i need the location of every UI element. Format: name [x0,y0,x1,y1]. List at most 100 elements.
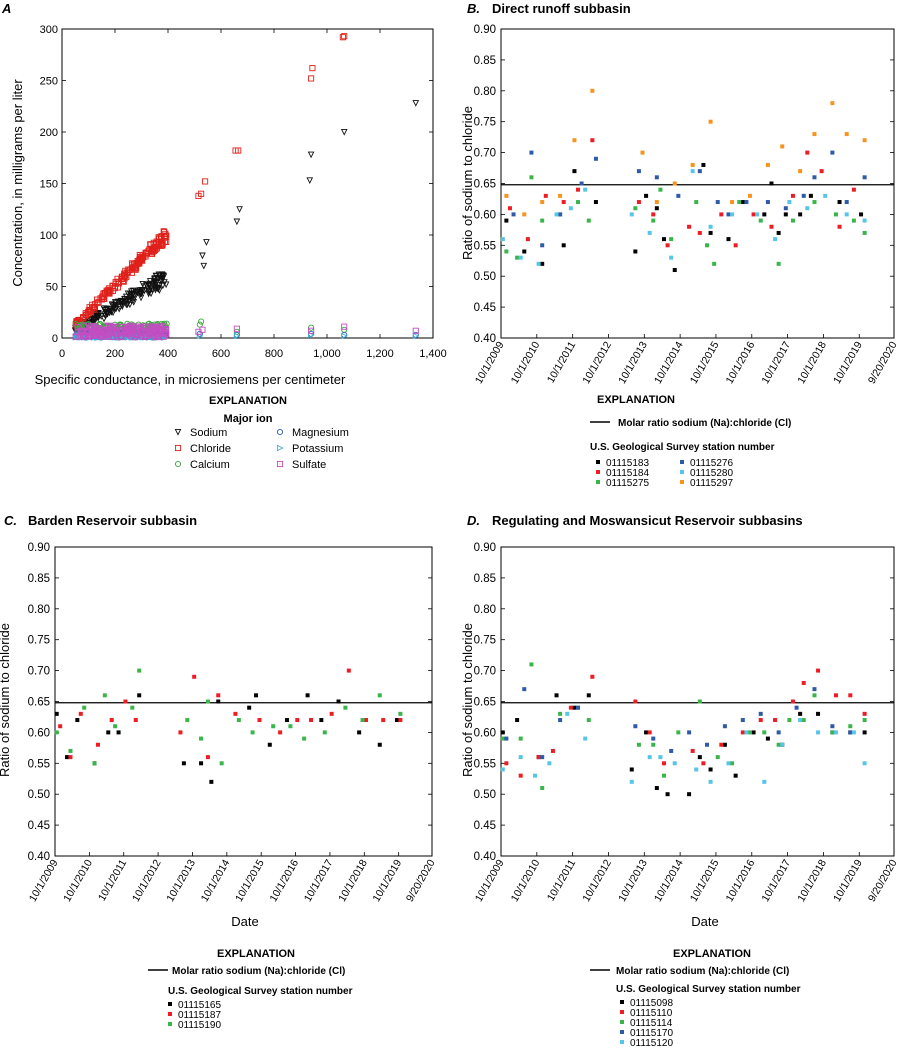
station-01115170-point [504,736,509,741]
station-01115187-point [364,718,369,723]
station-01115183-point [769,181,774,186]
station-01115190-point [205,699,210,704]
station-01115276-point [862,175,867,180]
station-01115184-point [651,212,656,217]
station-01115297-point [690,162,695,167]
station-01115170-point [794,705,799,710]
panel-c-legend: EXPLANATION Molar ratio sodium (Na):chlo… [148,948,353,1031]
chloride-point [202,178,209,185]
station-01115184-point [543,193,548,198]
station-01115110-point [833,693,838,698]
station-01115098-point [722,742,727,747]
sodium-point [203,239,210,246]
station-01115170-point [704,742,709,747]
station-01115165-point [267,742,272,747]
potassium-point [341,332,348,340]
y-tick-label: 0.80 [474,604,496,616]
station-01115183-point [540,261,545,266]
sodium-point [103,310,111,318]
x-tick-label: 10/1/2015 [688,339,722,386]
legend-station-01115275-marker [596,480,600,484]
station-01115183-point [504,218,509,223]
station-01115114-point [787,718,792,723]
station-01115187-point [257,718,262,723]
station-01115297-point [590,88,595,93]
station-01115110-point [662,761,667,766]
y-tick-label: 0.85 [28,573,50,585]
y-tick-label: 0.40 [474,333,496,345]
legend-calcium-marker [174,460,182,468]
station-01115170-point [651,736,656,741]
sodium-point [138,290,145,298]
legend-station-01115280-label: 01115280 [690,468,733,479]
station-01115280-point [862,218,867,223]
station-01115190-point [185,718,190,723]
y-tick-label: 0.45 [28,820,50,832]
y-tick-label: 0.60 [28,727,50,739]
station-01115276-point [636,169,641,174]
sulfate-point [106,322,114,329]
station-01115297-point [654,200,659,205]
station-01115120-point [726,761,731,766]
station-01115183-point [740,200,745,205]
station-01115297-point [572,138,577,143]
station-01115187-point [58,724,63,729]
y-tick-label: 150 [40,179,58,191]
legend-station-01115187-label: 01115187 [178,1010,221,1021]
x-tick-label: 10/1/2014 [652,857,686,904]
panel-b-legend: EXPLANATION Molar ratio sodium (Na):chlo… [590,394,791,489]
station-01115098-point [629,767,634,772]
x-tick-label: 10/1/2009 [473,857,507,904]
station-01115190-point [137,668,142,673]
chloride-point [87,307,94,315]
station-01115190-point [54,730,59,735]
y-tick-label: 0.90 [474,24,496,36]
legend-magnesium-marker [276,428,284,436]
x-tick-label: 400 [159,348,177,360]
panel-a-xlabel: Specific conductance, in microsiemens pe… [35,372,346,387]
chloride-point [92,301,99,308]
x-tick-label: 10/1/2016 [724,339,758,386]
chloride-point [155,234,162,241]
station-01115110-point [690,748,695,753]
y-tick-label: 0.45 [474,820,496,832]
station-01115275-point [658,187,663,192]
x-tick-label: 10/1/2014 [652,339,686,386]
station-01115187-point [216,693,221,698]
station-01115275-point [651,218,656,223]
panel-a-ylabel: Concentration, in milligrams per liter [10,79,25,287]
sodium-point [146,280,153,288]
chloride-point [86,306,93,313]
station-01115187-point [381,718,386,723]
panel-b-legend-subtitle: U.S. Geological Survey station number [590,442,775,453]
station-01115183-point [762,212,767,217]
sodium-point [307,151,315,159]
sodium-point [158,271,166,279]
legend-potassium-label: Potassium [292,443,343,455]
station-01115114-point [776,742,781,747]
x-tick-label: 9/20/2020 [866,339,898,386]
station-01115183-point [644,193,649,198]
station-01115165-point [357,730,362,735]
legend-station-01115187-marker [168,1012,172,1016]
sodium-point [157,276,165,284]
panel-c-title: Barden Reservoir subbasin [28,513,197,528]
station-01115275-point [833,212,838,217]
panel-d-xlabel: Date [691,914,718,929]
sulfate-point [138,329,145,336]
panel-a-ticks: 0 200 400 600 800 1,000 1,200 1,400 0 50 100 150 200… [40,24,447,360]
x-tick-label: 10/1/2013 [616,857,650,904]
station-01115170-point [758,711,763,716]
station-01115098-point [644,730,649,735]
station-01115280-point [690,169,695,174]
legend-station-01115183-label: 01115183 [606,458,649,469]
y-tick-label: 50 [46,282,58,294]
legend-station-01115190-marker [168,1022,172,1026]
y-tick-label: 0.70 [474,148,496,160]
station-01115165-point [377,742,382,747]
station-01115276-point [558,212,563,217]
sulfate-point [75,333,82,340]
station-01115190-point [250,730,255,735]
x-tick-label: 9/20/2020 [404,857,438,904]
y-tick-label: 0.85 [474,55,496,67]
